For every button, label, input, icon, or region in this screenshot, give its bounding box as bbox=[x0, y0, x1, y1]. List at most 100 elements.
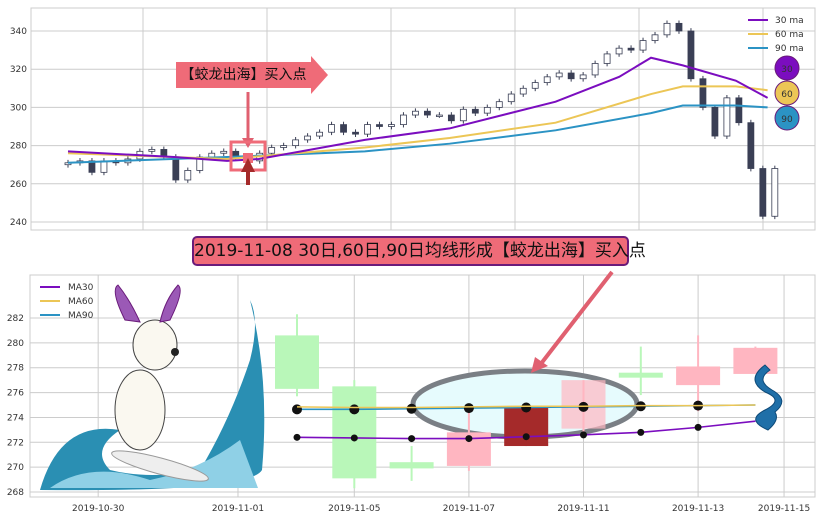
badge-label-ma90: 90 bbox=[781, 115, 793, 125]
title-pointer-arrowhead-icon bbox=[531, 357, 548, 373]
top-candle bbox=[100, 160, 108, 173]
top-candle bbox=[519, 87, 527, 95]
bottom-ma90-point bbox=[521, 402, 532, 413]
top-candle bbox=[459, 108, 467, 122]
top-candle bbox=[400, 114, 407, 125]
top-candle bbox=[208, 152, 216, 158]
annotation-arrowhead-icon bbox=[311, 56, 328, 94]
bottom-y-tick-label: 274 bbox=[7, 413, 24, 423]
top-y-tick-label: 260 bbox=[10, 180, 27, 190]
bottom-x-tick-label: 2019-11-01 bbox=[212, 504, 264, 514]
dragon-body-shape bbox=[754, 364, 783, 431]
top-candle bbox=[579, 74, 587, 80]
top-candle bbox=[268, 147, 276, 154]
top-candle bbox=[711, 107, 719, 137]
top-y-tick-label: 280 bbox=[10, 142, 27, 152]
dragon-horns-shape bbox=[114, 284, 181, 323]
bottom-ma30-point bbox=[408, 435, 416, 443]
top-y-tick-label: 320 bbox=[10, 65, 27, 75]
top-candle bbox=[412, 110, 419, 116]
bottom-legend-label-ma90: MA90 bbox=[68, 311, 94, 321]
bottom-ma30-point bbox=[637, 428, 645, 436]
bottom-y-tick-label: 270 bbox=[7, 463, 24, 473]
wave-shape bbox=[40, 300, 265, 491]
bottom-candle bbox=[332, 386, 377, 479]
top-candle bbox=[723, 97, 731, 137]
top-candle bbox=[567, 72, 575, 80]
bottom-legend-label-ma60: MA60 bbox=[68, 297, 94, 307]
top-candle bbox=[627, 47, 635, 51]
top-y-tick-label: 240 bbox=[10, 218, 27, 228]
top-candle bbox=[471, 108, 479, 114]
top-candle bbox=[316, 131, 323, 137]
top-legend-label-ma60: 60 ma bbox=[775, 30, 804, 40]
top-candle bbox=[699, 78, 707, 108]
top-candle bbox=[340, 124, 347, 133]
signal-title-box: 2019-11-08 30日,60日,90日均线形成【蛟龙出海】买入点 bbox=[192, 236, 646, 266]
top-candle bbox=[639, 40, 647, 51]
dragon-illustration bbox=[754, 364, 783, 431]
bottom-candle bbox=[618, 372, 663, 378]
bottom-ma90-point bbox=[292, 404, 302, 415]
top-candle bbox=[555, 72, 563, 78]
top-candle bbox=[172, 156, 180, 181]
top-candle bbox=[388, 124, 395, 127]
bottom-x-tick-label: 2019-11-13 bbox=[672, 504, 724, 514]
top-plot-area bbox=[30, 7, 816, 231]
bottom-candle bbox=[389, 462, 434, 469]
top-candle bbox=[88, 160, 96, 173]
top-candle bbox=[184, 170, 192, 181]
bottom-y-tick-label: 272 bbox=[7, 438, 24, 448]
surfboard-shape bbox=[111, 450, 209, 482]
bottom-x-tick-label: 2019-10-30 bbox=[72, 504, 125, 514]
bottom-candle bbox=[676, 366, 721, 386]
top-candle bbox=[591, 63, 599, 76]
top-candle bbox=[507, 93, 515, 103]
top-candle bbox=[531, 82, 539, 89]
top-candle bbox=[220, 150, 228, 154]
top-candle bbox=[615, 47, 623, 55]
bottom-candle bbox=[733, 347, 778, 374]
top-candle bbox=[292, 139, 300, 146]
top-candle bbox=[376, 124, 383, 127]
dog-body-shape bbox=[114, 369, 166, 451]
top-candle bbox=[435, 114, 443, 117]
top-ma60-line bbox=[67, 85, 768, 160]
bottom-y-tick-label: 278 bbox=[7, 364, 24, 374]
bottom-x-tick-label: 2019-11-05 bbox=[328, 504, 380, 514]
top-candle bbox=[687, 30, 695, 80]
top-candle bbox=[280, 145, 288, 148]
top-candle bbox=[663, 22, 671, 36]
badge-label-ma60: 60 bbox=[781, 90, 793, 100]
top-candle bbox=[651, 34, 659, 41]
bottom-ma90-point bbox=[406, 403, 417, 414]
bottom-ma30-point bbox=[465, 435, 473, 443]
top-legend-label-ma90: 90 ma bbox=[775, 44, 804, 54]
bottom-candle bbox=[275, 335, 319, 389]
bottom-ma30-point bbox=[694, 423, 702, 431]
top-candle bbox=[675, 22, 683, 32]
top-candle bbox=[423, 110, 431, 116]
bottom-ma90-point bbox=[463, 403, 474, 414]
top-candle bbox=[447, 114, 455, 122]
top-ma30-line bbox=[67, 56, 769, 162]
top-candle bbox=[304, 135, 312, 141]
top-candle bbox=[495, 101, 503, 108]
top-candle bbox=[747, 122, 755, 169]
bottom-x-tick-label: 2019-11-07 bbox=[443, 504, 495, 514]
top-annotation-label: 【蛟龙出海】买入点 bbox=[176, 62, 311, 88]
top-candle bbox=[364, 124, 371, 135]
top-candle bbox=[352, 131, 359, 135]
bottom-x-tick-label: 2019-11-11 bbox=[557, 504, 609, 514]
badge-ma90 bbox=[774, 105, 800, 131]
top-candle bbox=[759, 168, 767, 217]
dog-surfer-illustration bbox=[40, 284, 265, 491]
bottom-ma60-line bbox=[296, 404, 756, 409]
bottom-y-tick-label: 268 bbox=[7, 488, 24, 498]
badge-ma60 bbox=[774, 80, 800, 106]
badge-ma30 bbox=[774, 55, 800, 81]
top-candle bbox=[603, 53, 611, 64]
bottom-x-tick-label: 2019-11-15 bbox=[758, 504, 810, 514]
top-candle bbox=[771, 168, 779, 217]
